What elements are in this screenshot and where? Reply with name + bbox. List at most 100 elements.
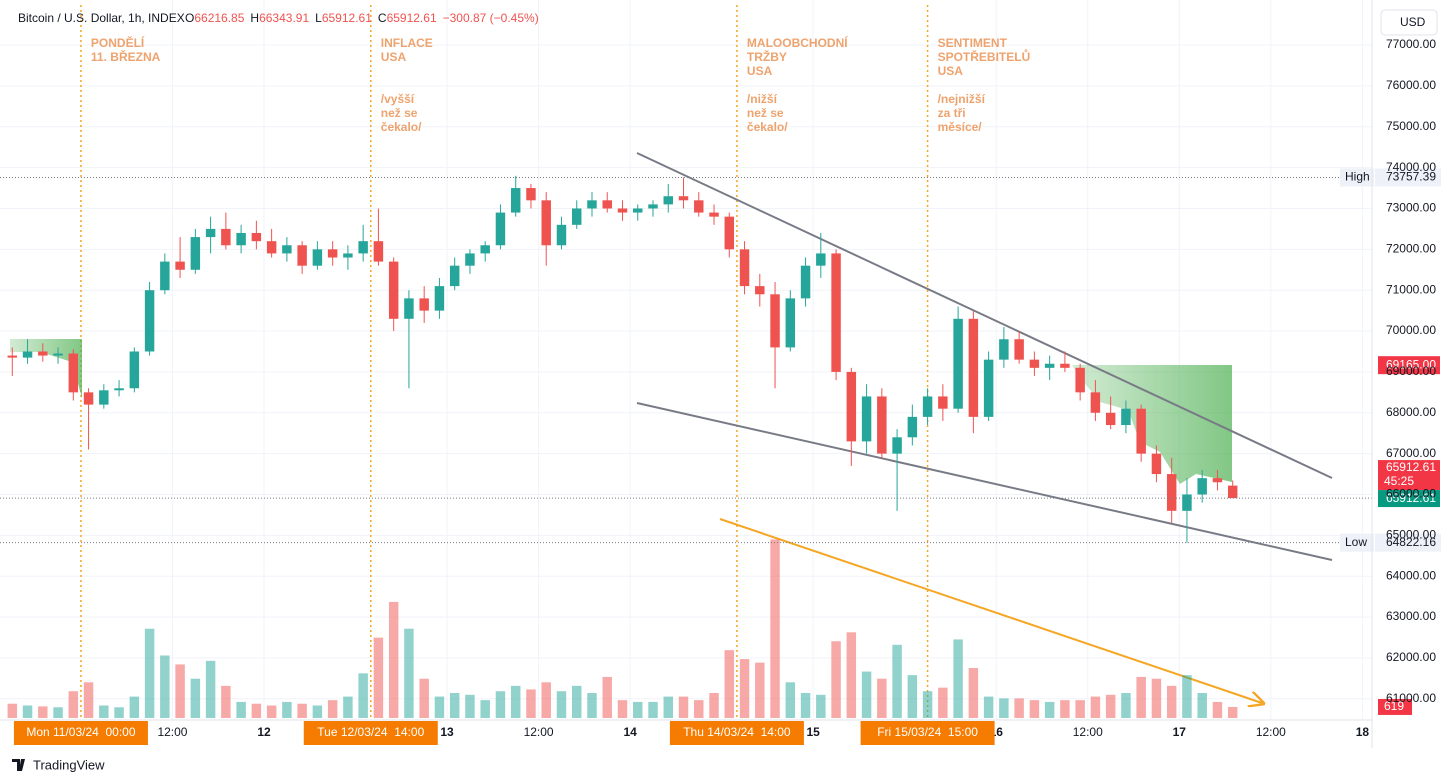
candle-body — [724, 216, 735, 250]
event-title: MALOOBCHODNÍ — [747, 35, 848, 50]
volume-bar — [770, 539, 780, 718]
price-label-bg — [1375, 168, 1441, 187]
candle-body — [1182, 494, 1192, 511]
candle-body — [1197, 478, 1207, 495]
volume-bar — [495, 691, 506, 718]
event-note: než se — [747, 106, 784, 120]
volume-bar — [53, 707, 63, 718]
volume-bar — [953, 639, 963, 718]
candle-body — [922, 396, 933, 417]
x-tick-label: 12:00 — [1073, 725, 1103, 739]
event-note: za tři — [938, 106, 966, 120]
volume-bar — [480, 700, 490, 718]
trend-line — [636, 402, 1333, 561]
price-label-bg — [1340, 533, 1374, 552]
volume-bar — [449, 693, 460, 718]
candle-body — [877, 396, 887, 454]
volume-bar — [83, 682, 94, 718]
h-value: 66343.91 — [259, 11, 309, 25]
candle-body — [694, 200, 704, 213]
x-tick-label: 12 — [257, 725, 271, 739]
candle-body — [892, 437, 902, 454]
volume-bar — [144, 628, 155, 718]
volume-bar — [968, 668, 979, 718]
target-price-label: 69165.00 — [1386, 357, 1436, 371]
green-zone — [10, 339, 82, 398]
candle-body — [297, 245, 307, 266]
c-value: 65912.61 — [387, 11, 437, 25]
candle-body — [785, 298, 796, 348]
volume-bar — [373, 637, 384, 718]
volume-bar — [388, 601, 399, 718]
volume-bar — [266, 705, 277, 718]
candle-body — [1105, 412, 1116, 426]
c-label: C — [378, 11, 387, 25]
candle-body — [404, 298, 414, 319]
candle-body — [38, 351, 48, 356]
volume-bar — [99, 705, 109, 718]
y-tick-label: 74000.00 — [1386, 160, 1436, 174]
volume-bar — [617, 700, 628, 718]
candle-body — [1151, 453, 1162, 475]
volume-bar — [663, 696, 673, 718]
volume-bar — [38, 706, 48, 718]
candle-body — [846, 371, 857, 442]
volume-bar — [343, 696, 353, 718]
candle-body — [709, 212, 719, 217]
volume-bar — [190, 678, 201, 718]
x-tick-label: 18 — [1356, 725, 1370, 739]
event-tick-label: Tue 12/03/24 14:00 — [317, 725, 424, 739]
y-tick-label: 66000.00 — [1386, 487, 1436, 501]
volume-bar — [678, 696, 689, 718]
volume-bar — [114, 707, 124, 718]
currency-button[interactable] — [1380, 9, 1438, 36]
volume-bar — [510, 685, 521, 718]
volume-bar — [221, 685, 231, 718]
volume-bar — [1151, 678, 1162, 718]
candle-body — [999, 339, 1009, 360]
volume-bar — [236, 701, 246, 718]
price-label-name: High — [1345, 170, 1370, 184]
volume-bar — [709, 693, 719, 718]
event-title: USA — [938, 64, 964, 78]
candle-body — [663, 196, 673, 205]
volume-bar — [785, 682, 796, 718]
volume-bar — [251, 703, 262, 718]
candle-body — [1212, 478, 1223, 483]
h-label: H — [250, 11, 259, 25]
volume-bar — [1197, 693, 1207, 718]
volume-bar — [541, 682, 551, 718]
x-tick-label: 17 — [1173, 725, 1187, 739]
candle-body — [755, 286, 765, 295]
volume-bar — [648, 701, 658, 718]
volume-bar — [999, 698, 1009, 718]
event-note: čekalo/ — [381, 120, 422, 134]
volume-bar — [526, 689, 536, 718]
candle-body — [465, 253, 475, 266]
volume-label: 619 — [1384, 699, 1404, 713]
candle-body — [510, 188, 521, 213]
event-title: USA — [747, 64, 773, 78]
candle-body — [434, 286, 445, 311]
volume-trend-arrow — [719, 518, 1262, 703]
countdown: 45:25 — [1384, 474, 1414, 488]
candle-body — [388, 261, 399, 319]
o-value: 66216.85 — [194, 11, 244, 25]
volume-bar — [831, 641, 841, 718]
volume-bar — [602, 676, 612, 718]
brand: TradingView — [33, 757, 105, 772]
candle-body — [587, 200, 597, 209]
event-note: než se — [381, 106, 418, 120]
candle-body — [1121, 408, 1131, 426]
volume-bar — [938, 687, 948, 718]
volume-bar — [434, 696, 445, 718]
candle-body — [251, 232, 262, 242]
volume-bar — [1029, 700, 1040, 718]
y-tick-label: 65000.00 — [1386, 528, 1436, 542]
candle-body — [1227, 485, 1238, 499]
candle-body — [907, 416, 918, 438]
event-title: SPOTŘEBITELŮ — [938, 48, 1031, 64]
volume-bar — [282, 701, 292, 718]
price-label-name: Low — [1345, 535, 1367, 549]
candle-body — [968, 318, 979, 417]
